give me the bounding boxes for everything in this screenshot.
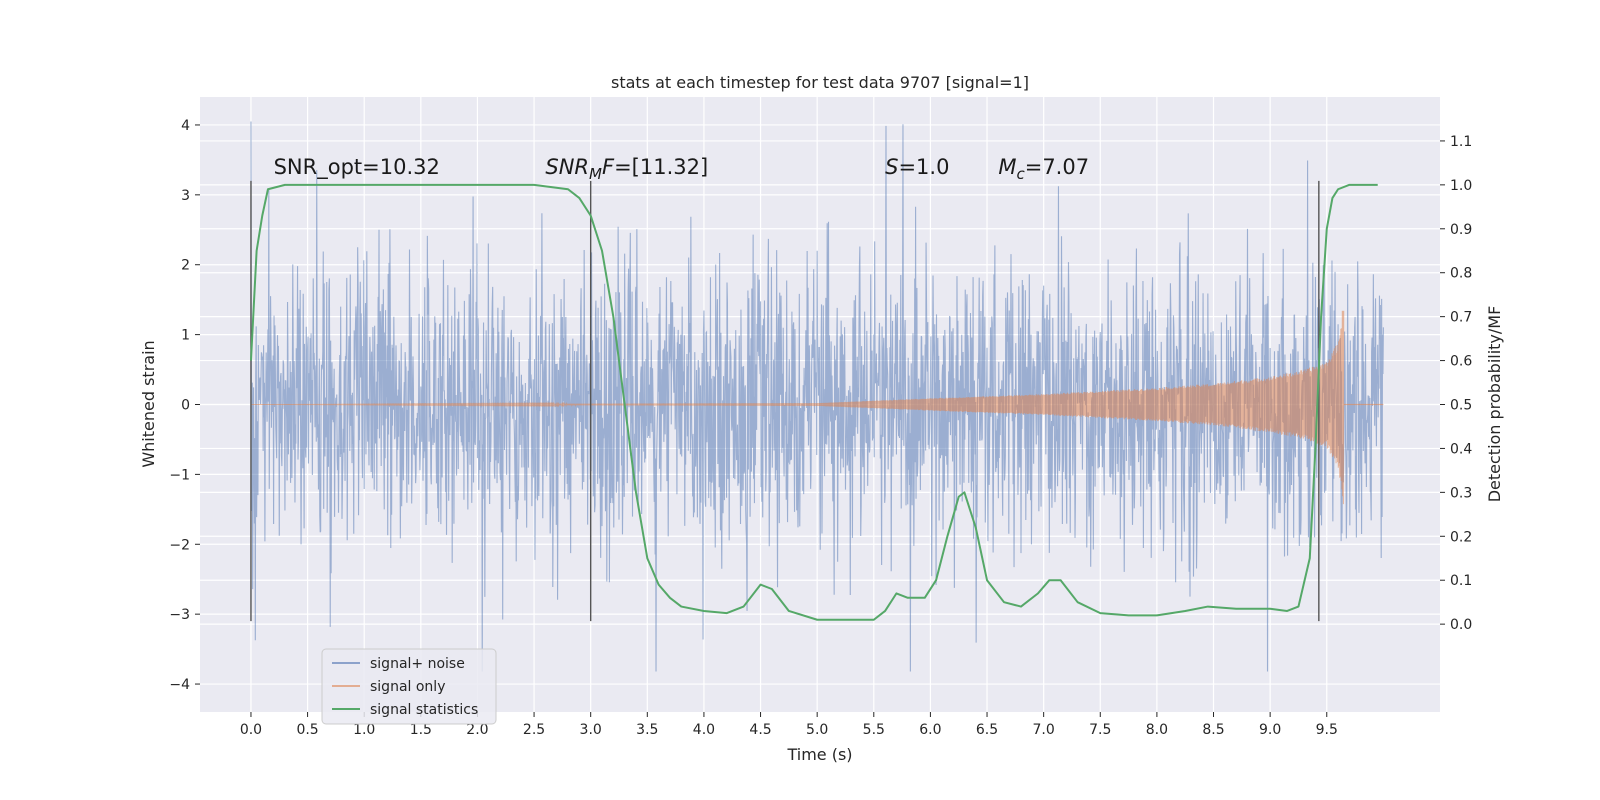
x-tick-label: 8.0 xyxy=(1146,722,1168,738)
x-tick-label: 2.5 xyxy=(523,722,545,738)
left-tick-label: 4 xyxy=(181,118,190,134)
x-tick-label: 6.5 xyxy=(976,722,998,738)
annotation-part: =[11.32] xyxy=(614,155,708,179)
left-tick-label: 3 xyxy=(181,188,190,204)
x-tick-label: 4.5 xyxy=(749,722,771,738)
x-tick-label: 3.5 xyxy=(636,722,658,738)
right-tick-label: 0.2 xyxy=(1450,529,1472,545)
right-tick-label: 1.0 xyxy=(1450,178,1472,194)
left-axis-label: Whitened strain xyxy=(139,340,158,467)
right-tick-label: 0.1 xyxy=(1450,573,1472,589)
x-tick-label: 3.0 xyxy=(580,722,602,738)
annotation-part: c xyxy=(1016,165,1025,183)
left-tick-label: 1 xyxy=(181,328,190,344)
x-tick-label: 7.0 xyxy=(1033,722,1055,738)
left-tick-label: −4 xyxy=(169,677,190,693)
x-tick-label: 7.5 xyxy=(1089,722,1111,738)
annotation-part: M xyxy=(589,165,602,183)
series-signal-noise xyxy=(250,121,1384,672)
left-tick-label: −2 xyxy=(169,537,190,553)
left-tick-label: −3 xyxy=(169,607,190,623)
annotation-part: S xyxy=(885,155,898,179)
x-tick-label: 8.5 xyxy=(1202,722,1224,738)
right-tick-label: 0.8 xyxy=(1450,266,1472,282)
x-tick-label: 9.0 xyxy=(1259,722,1281,738)
annotation-text: SNR_opt=10.32 xyxy=(274,155,440,180)
annotation-text: Mc=7.07 xyxy=(998,155,1089,183)
right-tick-label: 1.1 xyxy=(1450,134,1472,150)
signal-statistics-line xyxy=(249,183,1378,621)
right-axis-label: Detection probability/MF xyxy=(1485,306,1504,503)
left-tick-label: 2 xyxy=(181,258,190,274)
annotation-text: S=1.0 xyxy=(885,155,949,179)
vertical-markers xyxy=(250,180,1320,622)
legend-label-signal-noise: signal+ noise xyxy=(370,656,465,672)
left-axis-ticks: 4 3 2 1 0 −1 −2 −3 −4 xyxy=(169,118,200,693)
annotation-text: SNRMF=[11.32] xyxy=(545,155,708,183)
right-tick-label: 0.7 xyxy=(1450,310,1472,326)
legend: signal+ noise signal only signal statist… xyxy=(321,648,497,725)
right-tick-label: 0.0 xyxy=(1450,617,1472,633)
x-tick-label: 2.0 xyxy=(466,722,488,738)
annotation-part: M xyxy=(998,155,1016,179)
x-tick-label: 0.5 xyxy=(296,722,318,738)
x-tick-label: 9.5 xyxy=(1316,722,1338,738)
left-tick-label: 0 xyxy=(181,398,190,414)
annotations: SNR_opt=10.32 SNRMF=[11.32] S=1.0 Mc=7.07 xyxy=(274,155,1089,183)
left-tick-label: −1 xyxy=(169,467,190,483)
annotation-part: SNR xyxy=(545,155,589,179)
x-tick-label: 5.0 xyxy=(806,722,828,738)
x-tick-label: 4.0 xyxy=(693,722,715,738)
x-tick-label: 1.5 xyxy=(410,722,432,738)
annotation-part: =1.0 xyxy=(898,155,949,179)
annotation-part: =7.07 xyxy=(1025,155,1089,179)
right-tick-label: 0.5 xyxy=(1450,398,1472,414)
series-signal-statistics xyxy=(249,183,1378,621)
right-tick-label: 0.9 xyxy=(1450,222,1472,238)
legend-box xyxy=(321,648,497,725)
x-tick-label: 6.0 xyxy=(919,722,941,738)
annotation-part: F xyxy=(602,155,615,179)
x-tick-label: 5.5 xyxy=(863,722,885,738)
right-axis-ticks: 1.1 1.0 0.9 0.8 0.7 0.6 0.5 0.4 0.3 0.2 0.1 0.0 xyxy=(1440,134,1472,633)
signal-only-line xyxy=(250,310,1345,505)
chart-title: stats at each timestep for test data 970… xyxy=(611,73,1029,92)
right-tick-label: 0.3 xyxy=(1450,485,1472,501)
x-tick-label: 1.0 xyxy=(353,722,375,738)
annotation-part: SNR_opt=10.32 xyxy=(274,155,440,180)
x-tick-label: 0.0 xyxy=(240,722,262,738)
legend-label-signal-statistics: signal statistics xyxy=(370,702,478,718)
legend-label-signal-only: signal only xyxy=(370,679,445,695)
series-signal-only xyxy=(250,310,1384,505)
x-axis-label: Time (s) xyxy=(786,745,852,764)
right-tick-label: 0.4 xyxy=(1450,441,1472,457)
signal-noise-line xyxy=(250,121,1384,672)
right-tick-label: 0.6 xyxy=(1450,354,1472,370)
x-axis-ticks: 0.0 0.5 1.0 1.5 2.0 2.5 3.0 3.5 4.0 4.5 5.0 5.5 6.0 6… xyxy=(240,712,1338,738)
